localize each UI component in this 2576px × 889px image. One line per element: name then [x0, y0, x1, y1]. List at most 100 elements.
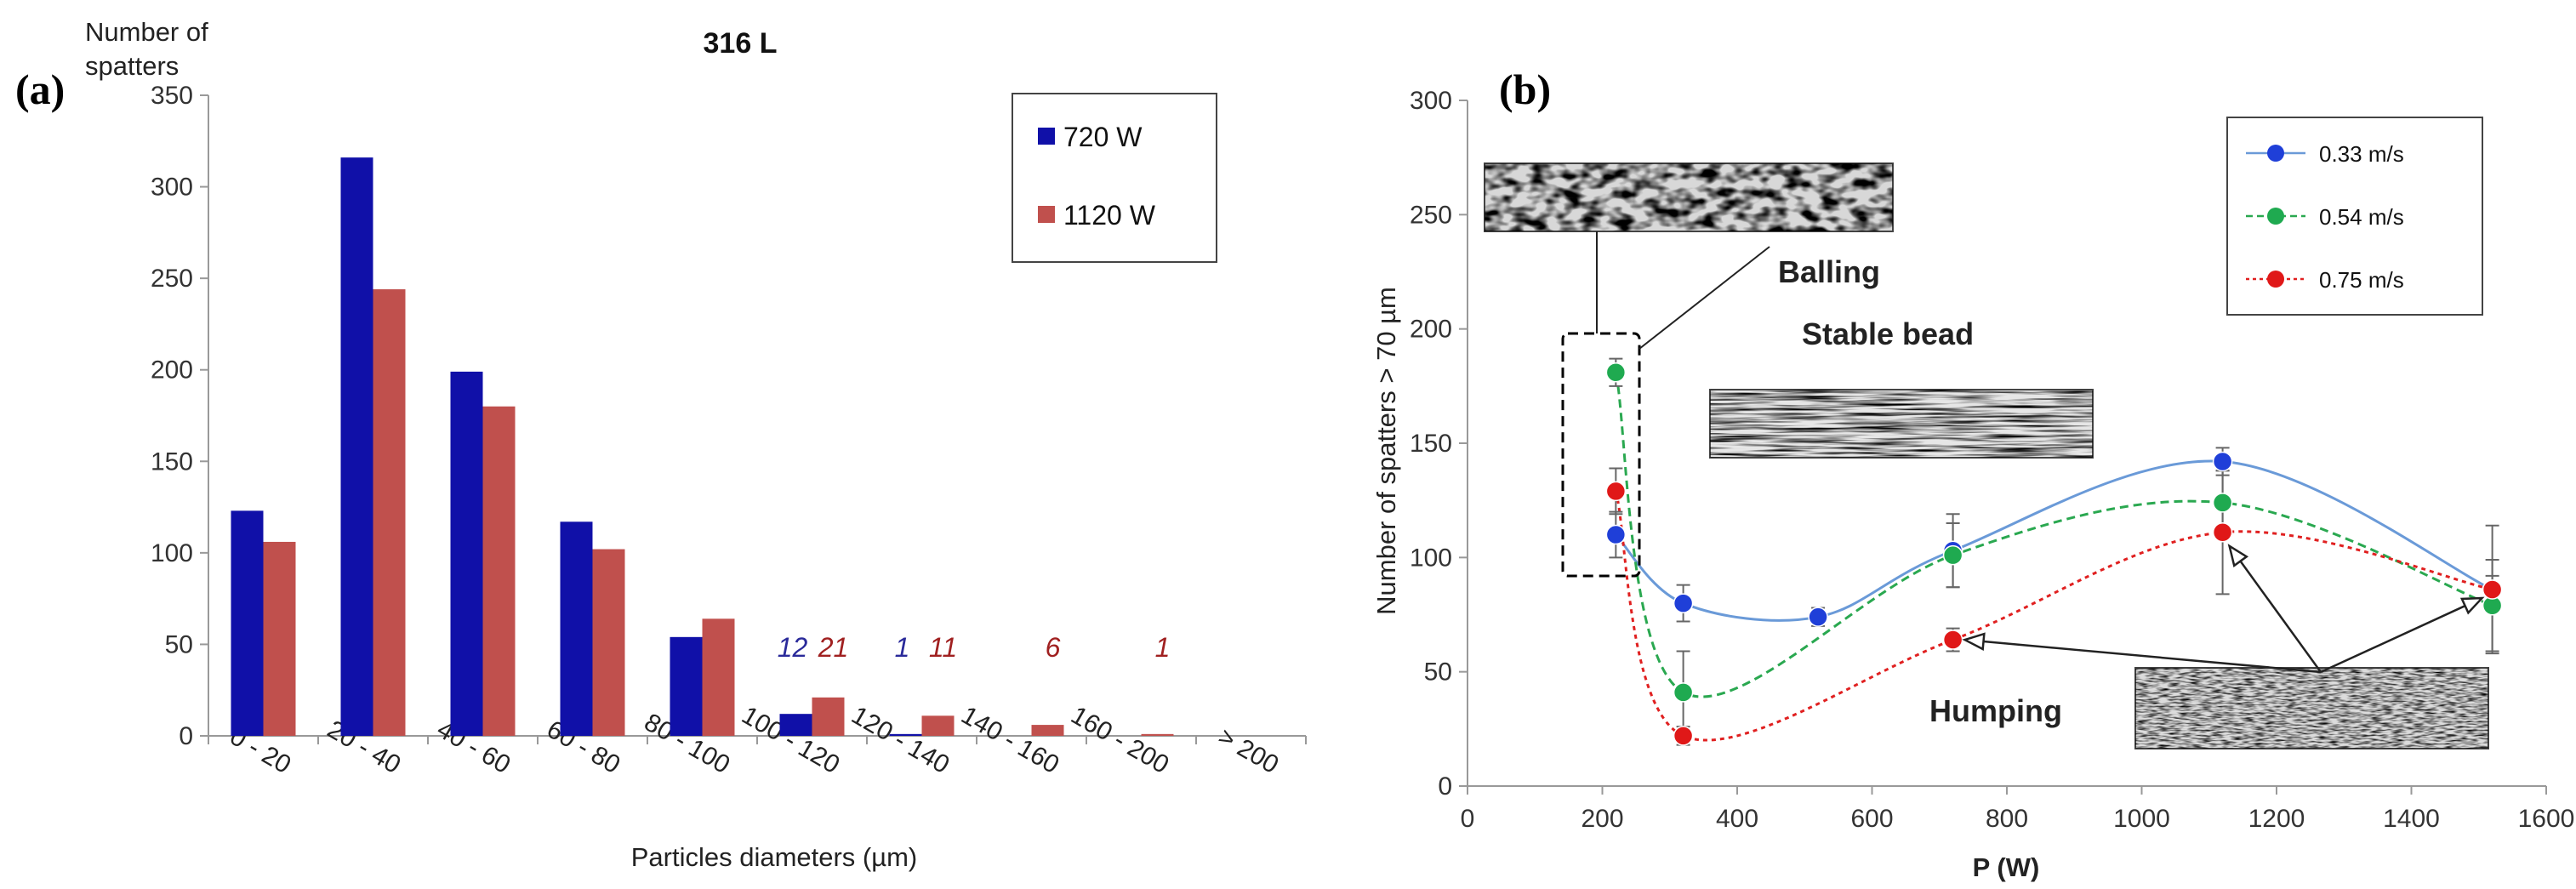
annotation-balling: Balling [1778, 254, 1880, 289]
annotation-stable-bead: Stable bead [1802, 316, 1974, 351]
bar-720-w-20-40 [340, 157, 373, 737]
bar-x-tick-label: 120 - 140 [846, 701, 954, 779]
line-x-tick-label: 1000 [2113, 805, 2170, 833]
bar-720-w-40-60 [450, 371, 483, 736]
line-y-tick-label: 250 [1410, 201, 1452, 229]
line-x-tick-label: 1400 [2383, 805, 2440, 833]
panel-a-label: (a) [15, 66, 65, 113]
series-line-0-75-m-s [1614, 491, 2493, 742]
bar-1120-w-20-40 [373, 289, 406, 737]
bar-x-tick-label: > 200 [1213, 723, 1283, 780]
line-y-tick-label: 100 [1410, 544, 1452, 572]
micrograph-balling-texture [1485, 163, 1893, 231]
bar-y-tick-label: 300 [151, 174, 193, 202]
data-point-0-54-m-s-p1120 [2212, 493, 2233, 513]
line-y-tick-label: 0 [1438, 772, 1452, 801]
humping-arrow-0 [1964, 638, 2322, 674]
legend-marker-054 [2267, 208, 2284, 225]
line-x-tick-label: 800 [1986, 805, 2028, 833]
annotation-humping: Humping [1929, 693, 2062, 728]
line-ylabel: Number of spatters > 70 µm [1371, 287, 1401, 615]
bar-720-w-120-140 [889, 733, 922, 736]
legend-label-720w: 720 W [1063, 122, 1143, 152]
balling-pointer-line [1638, 246, 1770, 350]
bar-value-label: 12 [778, 632, 808, 663]
bar-ylabel-line2: spatters [85, 51, 179, 81]
data-point-0-75-m-s-p1120 [2212, 522, 2233, 543]
data-point-0-54-m-s-p220 [1605, 362, 1627, 383]
humping-arrow-2 [2320, 596, 2483, 674]
data-point-0-33-m-s-p320 [1673, 593, 1694, 613]
line-xlabel: P (W) [1973, 852, 2040, 882]
data-point-0-33-m-s-p1120 [2212, 451, 2233, 472]
humping-arrow-head-0 [1962, 632, 1986, 651]
line-y-tick-label: 150 [1410, 430, 1452, 458]
data-point-0-54-m-s-p720 [1942, 544, 1963, 566]
bar-720-w-100-120 [779, 714, 812, 736]
bar-value-label: 11 [929, 632, 957, 663]
data-point-0-75-m-s-p320 [1673, 726, 1694, 746]
line-x-tick-label: 0 [1461, 805, 1475, 833]
bar-y-tick-label: 350 [151, 82, 193, 110]
legend-swatch-720w [1038, 128, 1055, 145]
line-y-tick-label: 300 [1410, 87, 1452, 115]
data-point-0-33-m-s-p520 [1808, 607, 1828, 627]
bar-value-label: 1 [1155, 632, 1171, 663]
bar-1120-w-160-200 [1141, 733, 1174, 736]
humping-arrow-head-2 [2459, 596, 2485, 615]
bar-1120-w-40-60 [482, 406, 516, 736]
bar-title: 316 L [704, 27, 778, 60]
legend-marker-075 [2267, 271, 2284, 288]
micrograph-humping [2134, 667, 2489, 749]
bar-1120-w-0-20 [263, 541, 296, 736]
bar-x-tick-label: 160 - 200 [1066, 701, 1173, 779]
bar-720-w-60-80 [560, 521, 593, 736]
bar-legend: 720 W 1120 W [1012, 93, 1217, 263]
bar-y-tick-label: 200 [151, 356, 193, 385]
bar-y-tick-label: 50 [165, 630, 193, 658]
micrograph-stable-bead [1709, 389, 2094, 459]
bar-ylabel-line1: Number of [85, 17, 208, 47]
bar-y-tick-label: 100 [151, 539, 193, 567]
data-point-0-75-m-s-p720 [1942, 630, 1963, 650]
legend-label-075: 0.75 m/s [2319, 267, 2404, 293]
micrograph-humping-texture [2135, 668, 2488, 749]
data-point-0-54-m-s-p320 [1673, 682, 1694, 703]
humping-arrow-1 [2228, 545, 2322, 673]
legend-label-054: 0.54 m/s [2319, 204, 2404, 230]
bar-value-label: 21 [818, 632, 849, 663]
line-legend: 0.33 m/s 0.54 m/s 0.75 m/s [2226, 117, 2483, 316]
line-x-tick-label: 400 [1716, 805, 1758, 833]
bar-720-w-0-20 [231, 510, 264, 736]
data-point-0-75-m-s-p220 [1605, 481, 1627, 502]
bar-1120-w-100-120 [812, 697, 845, 736]
legend-swatch-1120w [1038, 206, 1055, 223]
micrograph-stable-texture [1710, 390, 2093, 458]
bar-y-tick-label: 0 [179, 722, 193, 750]
bar-x-tick-label: 140 - 160 [956, 701, 1063, 779]
bar-value-label: 1 [895, 632, 910, 663]
line-y-tick-label: 200 [1410, 316, 1452, 344]
bar-1120-w-140-160 [1031, 725, 1064, 736]
line-x-tick-label: 600 [1850, 805, 1893, 833]
line-x-tick-label: 1600 [2518, 805, 2575, 833]
line-y-tick-label: 50 [1424, 658, 1452, 687]
bar-value-label: 6 [1046, 632, 1061, 663]
balling-region-box [1561, 332, 1641, 578]
micrograph-balling [1484, 162, 1894, 232]
bar-legend-box [1012, 93, 1217, 263]
bar-1120-w-80-100 [702, 618, 735, 736]
legend-marker-033 [2267, 145, 2284, 162]
bar-1120-w-120-140 [921, 715, 955, 736]
legend-label-1120w: 1120 W [1063, 200, 1156, 231]
bar-xlabel: Particles diameters (µm) [631, 842, 918, 872]
series-line-0-33-m-s [1615, 459, 2493, 622]
line-x-tick-label: 1200 [2248, 805, 2305, 833]
humping-arrow-head-1 [2227, 544, 2249, 567]
humping-arrows [1962, 544, 2485, 674]
bar-y-tick-label: 250 [151, 265, 193, 293]
data-point-0-33-m-s-p220 [1605, 524, 1627, 545]
line-x-tick-label: 200 [1581, 805, 1623, 833]
bar-720-w-80-100 [670, 636, 703, 736]
